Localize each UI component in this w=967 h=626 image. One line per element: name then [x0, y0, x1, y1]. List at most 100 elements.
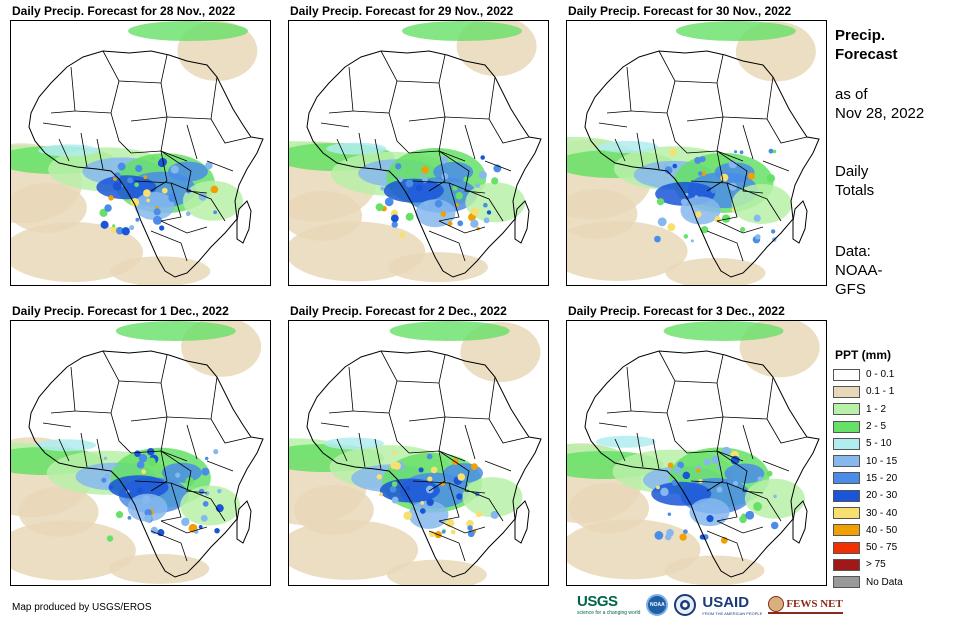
legend-item: 0 - 0.1 [833, 366, 958, 383]
rain-cell [395, 163, 402, 170]
rain-cell [490, 510, 499, 519]
dry-area [289, 190, 363, 241]
rain-cell [672, 163, 678, 169]
legend-label: 40 - 50 [866, 524, 898, 536]
rain-cell [770, 229, 776, 234]
rain-area [408, 500, 449, 529]
rain-cell [421, 166, 429, 174]
country-border [484, 460, 512, 472]
rain-cell [185, 477, 194, 486]
rain-cell [100, 220, 109, 229]
rain-cell [378, 492, 383, 497]
rain-cell [467, 525, 473, 531]
rain-cell [683, 234, 689, 239]
rain-cell [213, 210, 218, 215]
dry-area [665, 258, 766, 285]
country-border [150, 230, 188, 262]
rain-cell [114, 172, 121, 179]
country-border [674, 54, 724, 84]
rain-area [108, 475, 169, 500]
legend-item: 40 - 50 [833, 522, 958, 539]
country-border [336, 438, 348, 462]
rain-cell [152, 215, 162, 225]
country-border [170, 182, 226, 222]
rain-cell [447, 221, 453, 226]
country-border [686, 82, 724, 122]
country-border [58, 438, 70, 462]
country-border [320, 122, 350, 128]
rain-cell [430, 466, 438, 474]
country-border [706, 230, 744, 262]
rain-cell [755, 234, 761, 240]
rain-cell [706, 515, 714, 523]
legend-swatch [833, 455, 860, 468]
legend-label: 20 - 30 [866, 490, 898, 502]
rain-cell [129, 225, 135, 231]
rain-cell [733, 150, 738, 154]
country-border [742, 424, 754, 460]
country-border [358, 132, 366, 168]
country-border [666, 112, 688, 154]
legend-swatch [833, 403, 860, 416]
country-border [428, 530, 466, 562]
africa-map [11, 21, 264, 285]
rain-cell [470, 219, 479, 228]
country-border [328, 66, 354, 114]
rain-cell [427, 476, 433, 482]
legend-item: No Data [833, 574, 958, 591]
rain-cell [455, 202, 460, 207]
rain-cell [701, 171, 707, 176]
rain-cell [101, 477, 107, 483]
rain-area [167, 161, 208, 182]
rain-cell [739, 150, 744, 155]
madagascar-outline [792, 200, 808, 244]
rain-cell [159, 225, 165, 231]
rain-cell [121, 227, 130, 236]
rain-cell [391, 221, 398, 228]
country-border [130, 150, 168, 192]
rain-cell [153, 208, 161, 216]
country-border [630, 50, 676, 114]
rain-cell [136, 461, 145, 469]
rain-cell [441, 173, 449, 180]
legend-label: 2 - 5 [866, 421, 887, 433]
rain-cell [419, 508, 426, 514]
country-border [160, 220, 208, 234]
africa-map [567, 21, 820, 285]
rain-cell [654, 531, 664, 540]
rain-area [36, 439, 97, 452]
rain-cell [205, 456, 209, 461]
dry-area [569, 482, 650, 533]
partner-logos: USGS science for a changing world NOAA U… [577, 593, 843, 616]
rain-cell [667, 223, 676, 231]
country-border [130, 82, 168, 122]
dry-area [567, 188, 638, 239]
country-border [396, 354, 446, 384]
dry-area [289, 519, 419, 580]
rain-cell [147, 457, 156, 467]
rain-area [128, 21, 249, 41]
country-border [666, 412, 688, 454]
country-border [606, 366, 632, 414]
rain-cell [141, 469, 147, 475]
rain-cell [486, 210, 492, 215]
country-border [686, 382, 724, 422]
rain-area [115, 321, 236, 341]
country-border [110, 412, 132, 454]
legend-item: 50 - 75 [833, 539, 958, 556]
rain-cell [700, 226, 709, 234]
country-border [352, 350, 398, 414]
rain-cell [140, 205, 146, 210]
rain-cell [677, 461, 685, 469]
rain-cell [440, 211, 447, 217]
country-border [160, 150, 208, 194]
legend-label: 5 - 10 [866, 438, 892, 450]
country-border [742, 124, 754, 160]
rain-area [182, 180, 243, 221]
rain-cell [205, 161, 213, 170]
usaid-logo: USAID FROM THE AMERICAN PEOPLE [702, 593, 763, 616]
rain-cell [683, 529, 688, 534]
rain-cell [144, 514, 152, 523]
rain-area [598, 140, 659, 153]
rain-cell [104, 473, 111, 480]
